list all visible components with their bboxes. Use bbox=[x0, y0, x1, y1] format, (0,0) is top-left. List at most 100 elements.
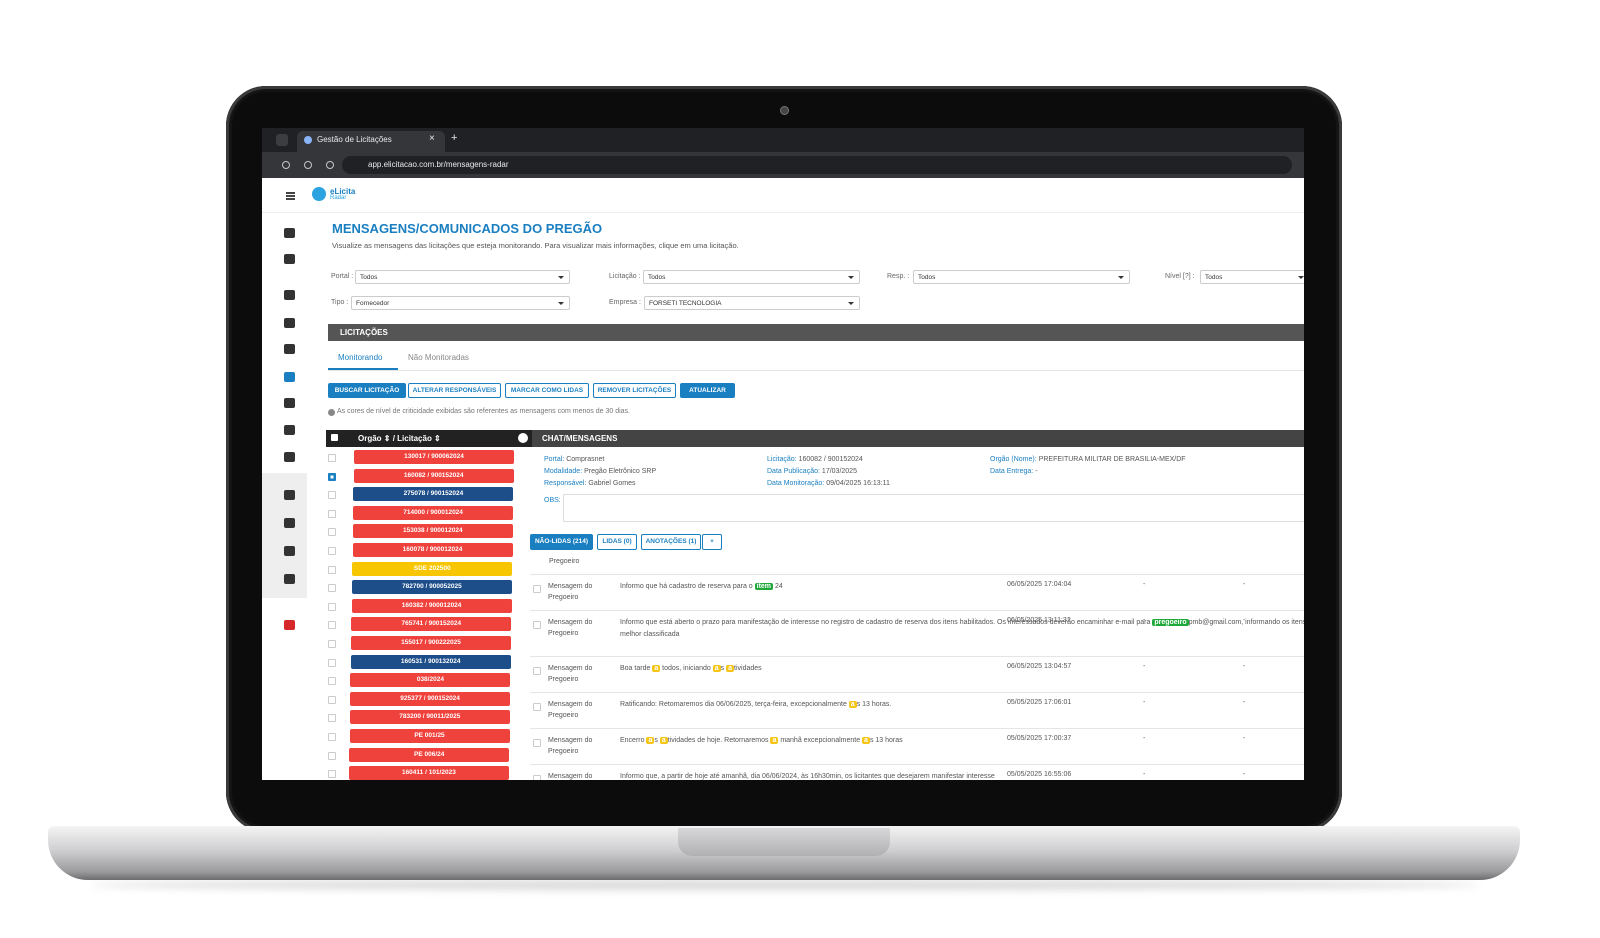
licitacao-item[interactable]: PE 006/24 bbox=[349, 747, 510, 762]
sidebar-icon[interactable] bbox=[284, 318, 295, 328]
sidebar-icon[interactable] bbox=[284, 344, 295, 354]
filter-select[interactable]: Todos bbox=[913, 270, 1130, 284]
filter-select[interactable]: Fornecedor bbox=[351, 296, 570, 310]
filter-select[interactable]: Todos bbox=[355, 270, 570, 284]
message-checkbox[interactable] bbox=[533, 621, 541, 629]
licitacao-item[interactable]: 714000 / 900012024 bbox=[353, 505, 514, 520]
message-tab[interactable]: LIDAS (0) bbox=[597, 534, 637, 550]
licitacao-item[interactable]: 160531 / 900132024 bbox=[350, 654, 511, 669]
message-tab[interactable]: ANOTAÇÕES (1) bbox=[641, 534, 701, 550]
tab-list-button[interactable] bbox=[276, 134, 288, 146]
licitacao-item[interactable]: 153038 / 900012024 bbox=[352, 524, 513, 539]
licitacao-item[interactable]: 925377 / 900152024 bbox=[350, 691, 511, 706]
sidebar-icon[interactable] bbox=[284, 620, 295, 630]
row-checkbox[interactable] bbox=[328, 640, 336, 648]
sidebar-icon[interactable] bbox=[284, 425, 295, 435]
row-checkbox[interactable] bbox=[328, 565, 336, 574]
message-col: - bbox=[1143, 735, 1146, 742]
sidebar-icon[interactable] bbox=[284, 290, 295, 300]
sidebar-icon[interactable] bbox=[284, 228, 295, 238]
nav-button[interactable] bbox=[304, 161, 312, 169]
row-checkbox[interactable] bbox=[328, 472, 336, 481]
message-tab[interactable]: NÃO-LIDAS (214) bbox=[530, 534, 593, 550]
url-field[interactable] bbox=[342, 156, 1292, 174]
licitacao-item[interactable]: 130017 / 900062024 bbox=[354, 450, 514, 464]
filter-select[interactable]: Todos bbox=[643, 270, 860, 284]
licitacao-item[interactable]: 765741 / 900152024 bbox=[351, 617, 512, 632]
header-checkbox[interactable] bbox=[331, 434, 338, 441]
filter-select[interactable]: FORSETI TECNOLOGIA bbox=[644, 296, 860, 310]
sidebar-icon[interactable] bbox=[284, 372, 295, 382]
nav-button[interactable] bbox=[326, 161, 334, 169]
new-tab[interactable]: + bbox=[451, 132, 458, 144]
page-title: MENSAGENS/COMUNICADOS DO PREGÃO bbox=[332, 221, 603, 236]
action-button[interactable]: ALTERAR RESPONSÁVEIS bbox=[408, 383, 501, 398]
filter-select[interactable]: Todos bbox=[1200, 270, 1304, 284]
row-checkbox[interactable] bbox=[328, 547, 336, 555]
row-checkbox[interactable] bbox=[328, 770, 336, 779]
action-button[interactable]: ATUALIZAR bbox=[680, 383, 735, 398]
action-button[interactable]: REMOVER LICITAÇÕES bbox=[593, 383, 676, 398]
sidebar-icon[interactable] bbox=[284, 254, 295, 264]
sidebar-icon[interactable] bbox=[284, 398, 295, 408]
menu-icon[interactable] bbox=[286, 192, 295, 194]
message-checkbox[interactable] bbox=[533, 703, 541, 711]
tab-link[interactable]: Monitorando bbox=[338, 353, 383, 362]
message-tab[interactable]: + bbox=[702, 534, 722, 550]
row-checkbox[interactable] bbox=[328, 454, 336, 462]
licitacao-item[interactable]: 783200 / 90011/2025 bbox=[349, 710, 510, 725]
row-checkbox[interactable] bbox=[328, 658, 336, 667]
licitacao-item[interactable]: 038/2024 bbox=[350, 673, 511, 688]
message-from: Mensagem do Pregoeiro bbox=[548, 737, 593, 755]
message-date: 06/05/2025 17:04:04 bbox=[1007, 581, 1072, 588]
licitacao-item[interactable]: 160078 / 900012024 bbox=[352, 543, 513, 557]
licitacao-item[interactable]: 275078 / 900152024 bbox=[353, 487, 514, 502]
licitacao-item[interactable]: PE 001/25 bbox=[349, 729, 510, 743]
row-checkbox[interactable] bbox=[328, 714, 336, 723]
row-checkbox[interactable] bbox=[328, 733, 336, 741]
message-text-part: s bbox=[720, 665, 727, 672]
sidebar-icon[interactable] bbox=[284, 546, 295, 556]
obs-field[interactable] bbox=[563, 494, 1304, 522]
sidebar-icon[interactable] bbox=[284, 490, 295, 500]
row-checkbox[interactable] bbox=[328, 621, 336, 630]
licitacao-item[interactable]: 160382 / 900012024 bbox=[351, 598, 512, 613]
filter-label: Empresa : bbox=[609, 299, 641, 306]
message-checkbox[interactable] bbox=[533, 667, 541, 675]
info-row: Responsável: Gabriel Gomes bbox=[544, 480, 636, 487]
menu-icon[interactable] bbox=[286, 195, 295, 197]
tab-close[interactable]: × bbox=[429, 133, 435, 144]
row-checkbox[interactable] bbox=[328, 509, 336, 518]
message-col: - bbox=[1143, 581, 1146, 588]
licitacao-item[interactable]: SDE 202500 bbox=[352, 561, 513, 576]
message-checkbox[interactable] bbox=[533, 585, 541, 593]
message-checkbox[interactable] bbox=[533, 775, 541, 780]
row-checkbox[interactable] bbox=[328, 751, 336, 760]
obs-label: OBS: bbox=[544, 497, 561, 504]
row-checkbox[interactable] bbox=[328, 677, 336, 686]
collapse-button[interactable] bbox=[518, 433, 528, 443]
sidebar-icon[interactable] bbox=[284, 452, 295, 462]
action-button[interactable]: MARCAR COMO LIDAS bbox=[505, 383, 589, 398]
action-button[interactable]: BUSCAR LICITAÇÃO bbox=[328, 383, 406, 398]
message-col: - bbox=[1143, 699, 1146, 706]
chat-title: CHAT/MENSAGENS bbox=[542, 434, 618, 443]
licitacao-item[interactable]: 160082 / 900152024 bbox=[353, 468, 514, 483]
row-checkbox[interactable] bbox=[328, 584, 336, 593]
row-checkbox[interactable] bbox=[328, 491, 336, 500]
menu-icon[interactable] bbox=[286, 198, 295, 200]
sidebar-icon[interactable] bbox=[284, 574, 295, 584]
licitacao-item[interactable]: 782700 / 900052025 bbox=[351, 580, 512, 595]
nav-button[interactable] bbox=[282, 161, 290, 169]
row-checkbox[interactable] bbox=[328, 528, 336, 537]
message-checkbox[interactable] bbox=[533, 739, 541, 747]
row-checkbox[interactable] bbox=[328, 695, 336, 704]
licitacao-item[interactable]: 155017 / 900222025 bbox=[351, 636, 511, 650]
sidebar-icon[interactable] bbox=[284, 518, 295, 528]
highlight: a bbox=[652, 665, 661, 672]
licitacao-item[interactable]: 160411 / 101/2023 bbox=[348, 766, 509, 780]
row-checkbox[interactable] bbox=[328, 602, 336, 611]
tab-link[interactable]: Não Monitoradas bbox=[408, 353, 469, 362]
message-text-part: s 13 horas. bbox=[856, 701, 892, 708]
